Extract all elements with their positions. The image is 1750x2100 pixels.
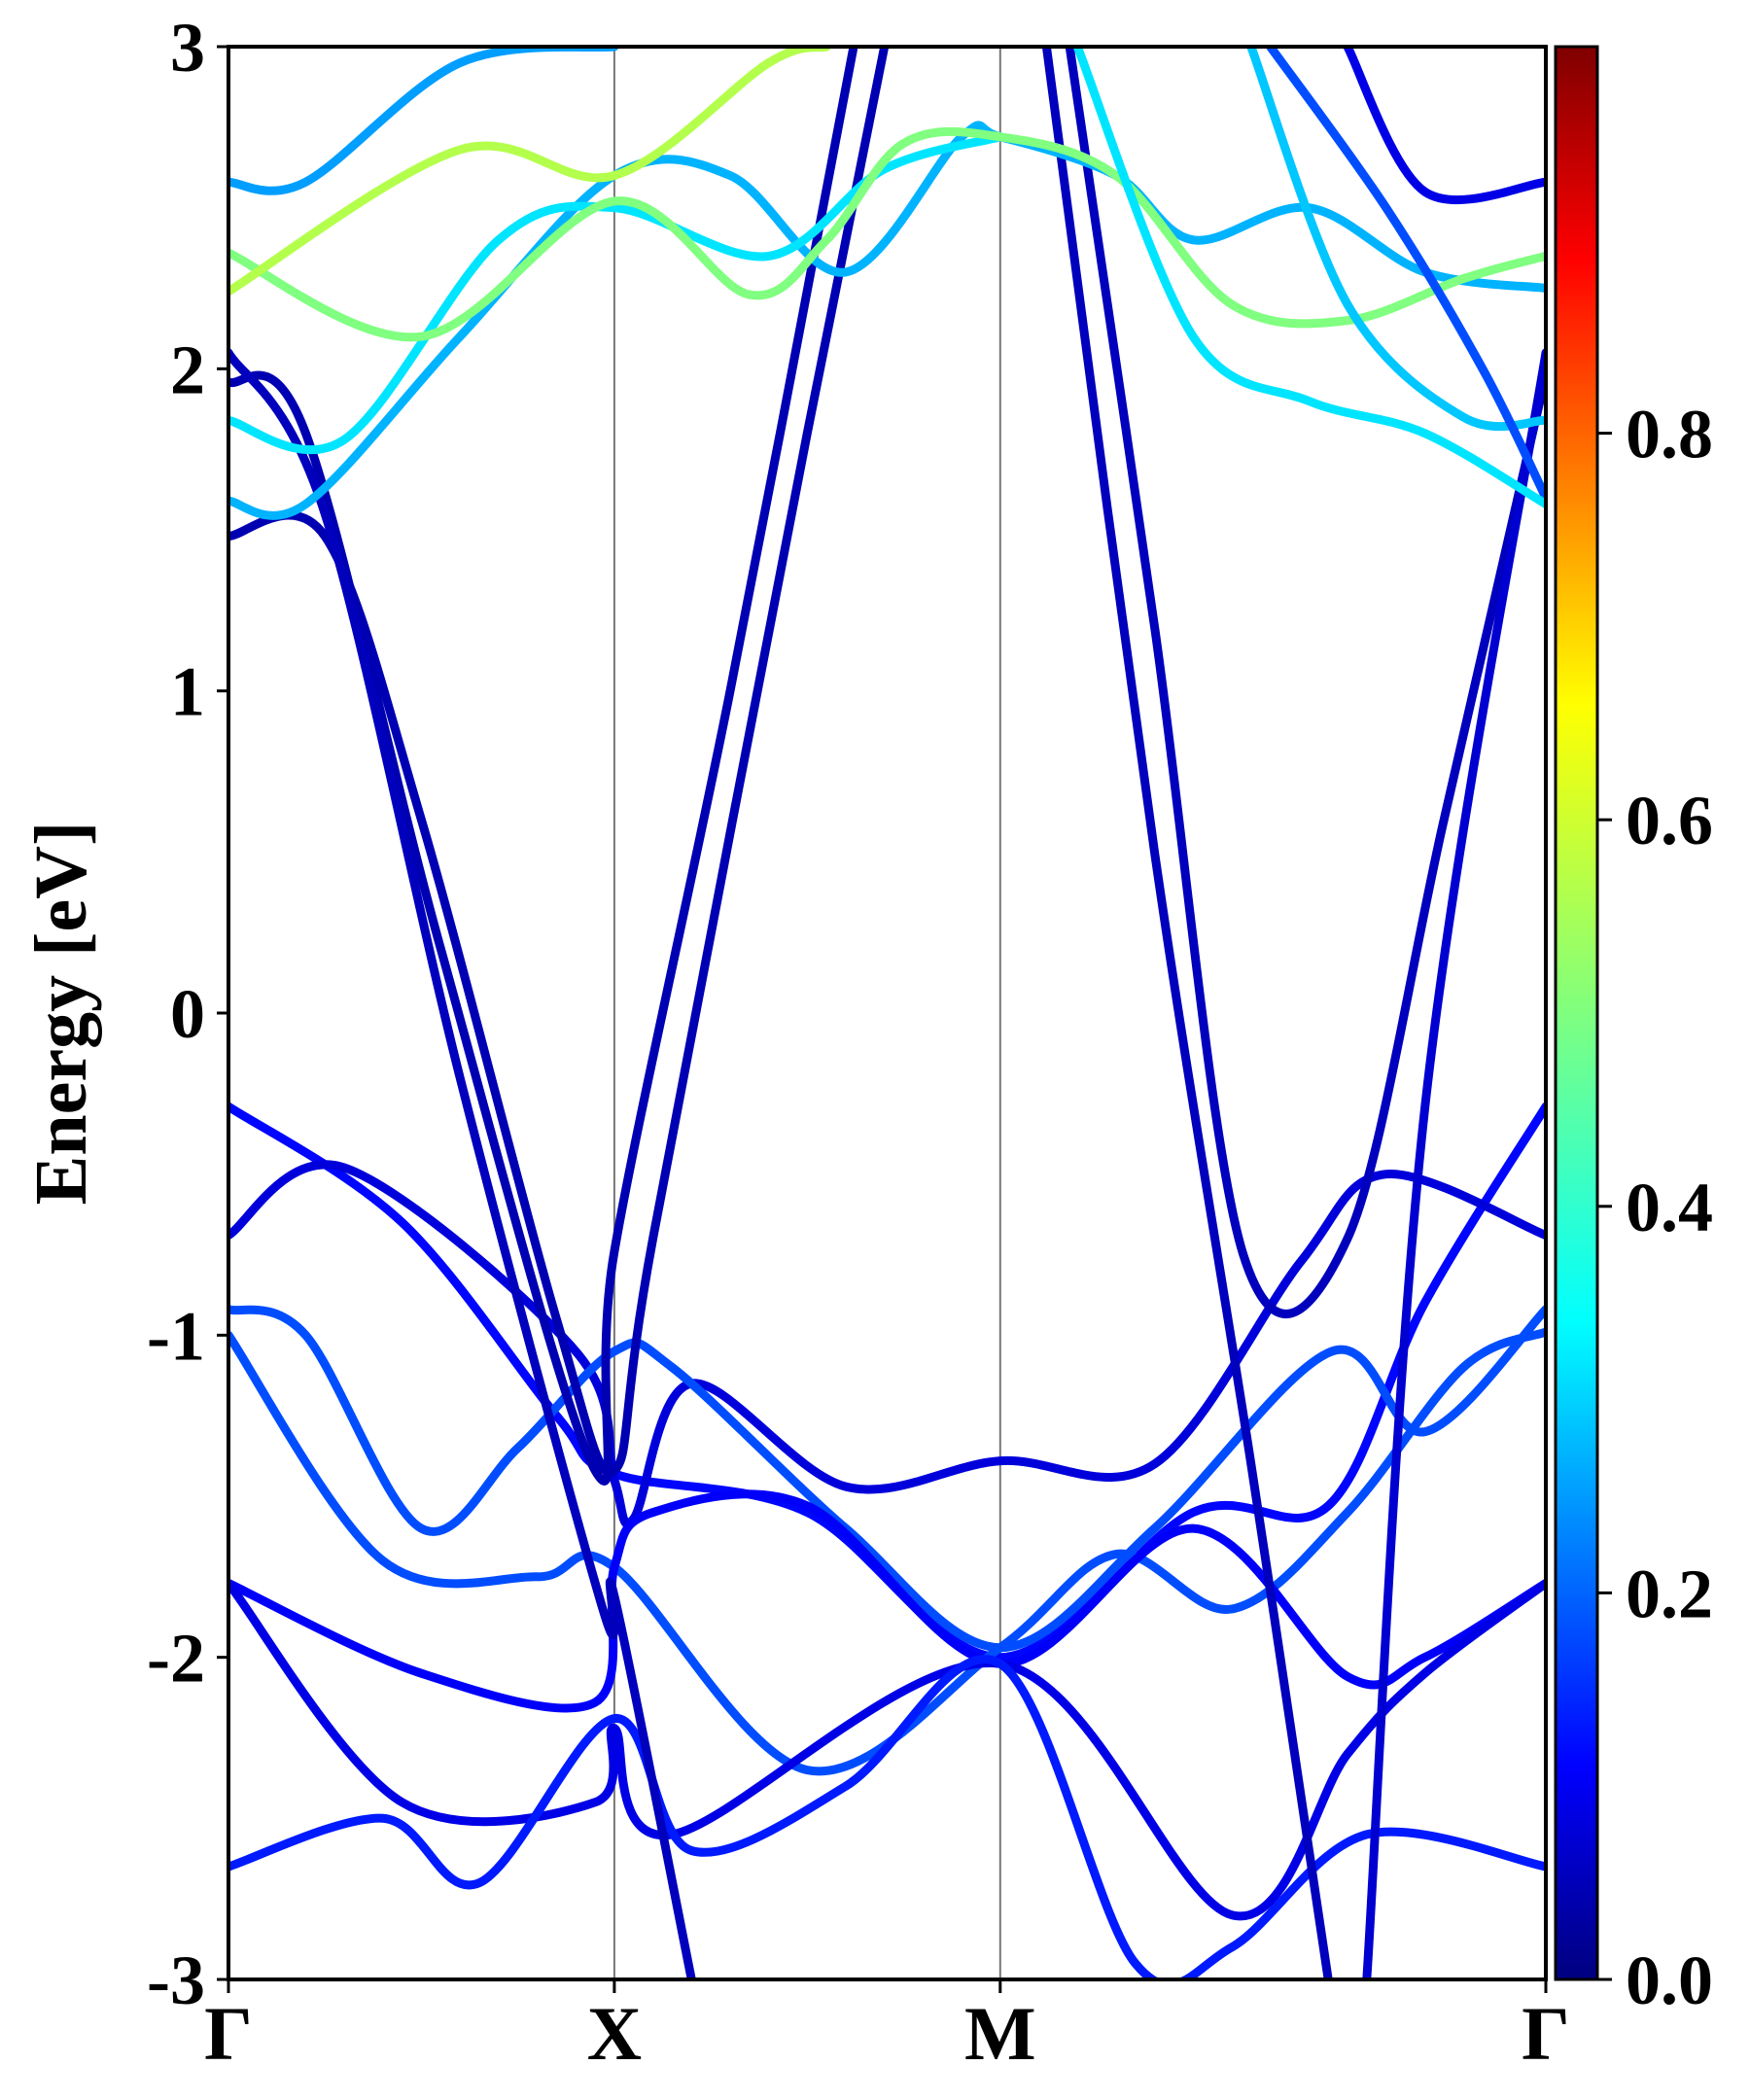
y-tick-label: 0	[170, 975, 205, 1053]
high-symmetry-lines	[612, 47, 1001, 1979]
band-line-21	[1072, 47, 1546, 508]
band-line-11	[1065, 47, 1546, 1318]
y-tick-label: -3	[147, 1942, 205, 2019]
band-line-2	[228, 1160, 1546, 1528]
y-axis-title: Energy [eV]	[20, 822, 102, 1206]
y-tick-label: 2	[170, 331, 205, 408]
band-line-13	[1362, 348, 1546, 1979]
band-line-16	[228, 126, 1546, 342]
band-line-20	[1266, 47, 1546, 503]
band-line-3	[228, 1305, 1546, 1653]
band-line-4	[228, 1327, 1546, 1776]
colorbar-tick-label: 0.4	[1626, 1169, 1713, 1246]
colorbar-tick-label: 0.8	[1626, 396, 1713, 473]
colorbar-gradient	[1554, 45, 1599, 1981]
colorbar-tick-label: 0.6	[1626, 782, 1713, 859]
colorbar-tick-label: 0.2	[1626, 1555, 1713, 1632]
band-line-5	[228, 1489, 1546, 1713]
colorbar-ticks: 0.8 0.6 0.4 0.2 0.0	[1597, 396, 1713, 2019]
colorbar: 0.8 0.6 0.4 0.2 0.0	[1554, 45, 1713, 2019]
y-tick-label: -1	[147, 1297, 205, 1375]
band-line-19	[1246, 47, 1546, 432]
band-line-17	[228, 47, 831, 297]
plot-area: 3 2 1 0 -1 -2 -3 Γ X M Γ Energy [eV]	[20, 9, 1570, 2076]
colorbar-tick-label: 0.0	[1626, 1942, 1713, 2019]
band-line-22	[1343, 47, 1546, 205]
kpoint-label-1: X	[587, 1991, 642, 2076]
band-line-12	[1041, 47, 1333, 1979]
y-tick-label: -2	[147, 1620, 205, 1698]
y-tick-label: 1	[170, 653, 205, 731]
kpoint-label-2: M	[964, 1991, 1036, 2076]
band-lines	[228, 47, 1546, 1979]
band-line-7	[228, 1655, 1546, 1979]
kpoint-label-0: Γ	[204, 1991, 253, 2076]
y-tick-label: 3	[170, 9, 205, 87]
band-line-9	[228, 47, 858, 1486]
band-line-6	[228, 1579, 1546, 1921]
y-axis-ticks: 3 2 1 0 -1 -2 -3	[147, 9, 228, 2019]
band-line-8	[228, 47, 890, 1477]
band-line-10	[228, 348, 696, 1979]
kpoint-label-3: Γ	[1522, 1991, 1570, 2076]
